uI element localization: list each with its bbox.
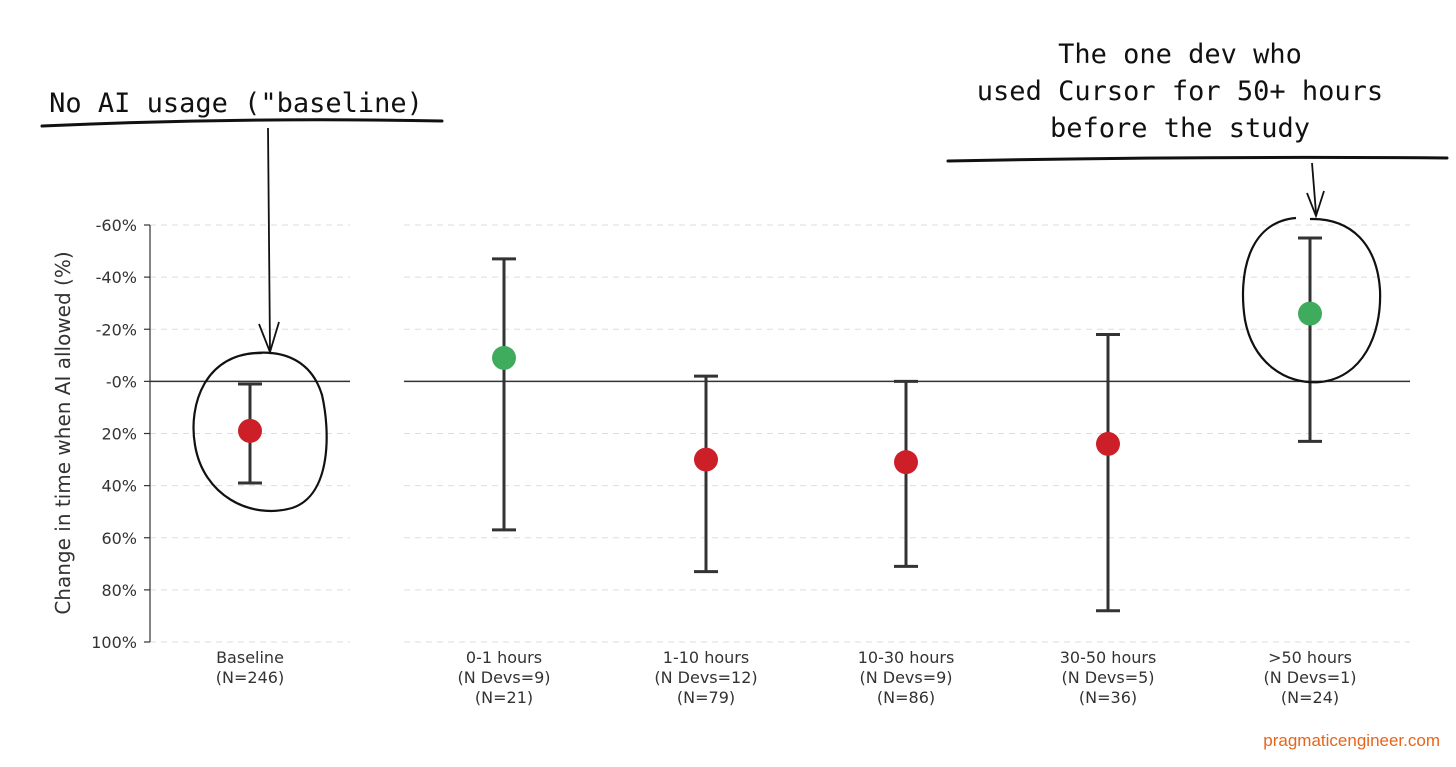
category-label: (N Devs=9) [859,668,952,687]
category-label: (N=246) [216,668,284,687]
annotation-text: used Cursor for 50+ hours [977,76,1383,107]
category-label: 10-30 hours [858,648,955,667]
annotation-underline [946,155,1449,163]
category-label: (N=36) [1079,688,1137,707]
annotation-circle [1241,216,1382,384]
y-tick-label: -20% [96,320,137,339]
category-label: (N=21) [475,688,533,707]
category-label: (N Devs=1) [1263,668,1356,687]
data-point [238,418,262,443]
y-tick-label: -40% [96,268,137,287]
category-label: (N Devs=9) [457,668,550,687]
data-point [694,447,718,472]
error-bars [238,236,1322,613]
category-label: 30-50 hours [1060,648,1157,667]
y-tick-label: 100% [91,633,137,652]
y-tick-label: 20% [101,425,137,444]
category-label: (N=86) [877,688,935,707]
credit-text: pragmaticengineer.com [1263,731,1440,750]
y-axis-title: Change in time when AI allowed (%) [51,251,75,614]
category-label: (N Devs=12) [654,668,757,687]
y-axis: -60% -40% -20% -0% 20% 40% 60% 80% 100% Change in… [51,216,151,652]
category-labels: Baseline(N=246)0-1 hours(N Devs=9)(N=21)… [216,648,1357,707]
category-label: (N=79) [677,688,735,707]
annotation-text: before the study [1050,113,1310,144]
annotation-arrow [1311,162,1317,214]
category-label: Baseline [216,648,284,667]
y-tick-label: -0% [106,372,137,391]
category-label: 0-1 hours [466,648,542,667]
annotation-arrowhead [1306,190,1325,219]
y-tick-label: -60% [96,216,137,235]
y-tick-label: 80% [101,581,137,600]
data-point [894,450,918,475]
annotation-arrow [267,127,271,351]
annotation-text: The one dev who [1058,39,1302,70]
annotation-circle [192,351,328,513]
y-tick-label: 60% [101,529,137,548]
data-point [1096,431,1120,456]
data-point [1298,301,1322,326]
category-label: (N Devs=5) [1061,668,1154,687]
category-label: >50 hours [1268,648,1352,667]
annotation-underline [40,118,444,128]
annotations: No AI usage ("baseline) The one dev who us… [40,39,1449,513]
annotation-text: No AI usage ("baseline) [49,88,423,119]
category-label: 1-10 hours [663,648,749,667]
data-point [492,345,516,370]
y-tick-label: 40% [101,477,137,496]
grid [150,224,1410,643]
category-label: (N=24) [1281,688,1339,707]
points [238,301,1322,475]
